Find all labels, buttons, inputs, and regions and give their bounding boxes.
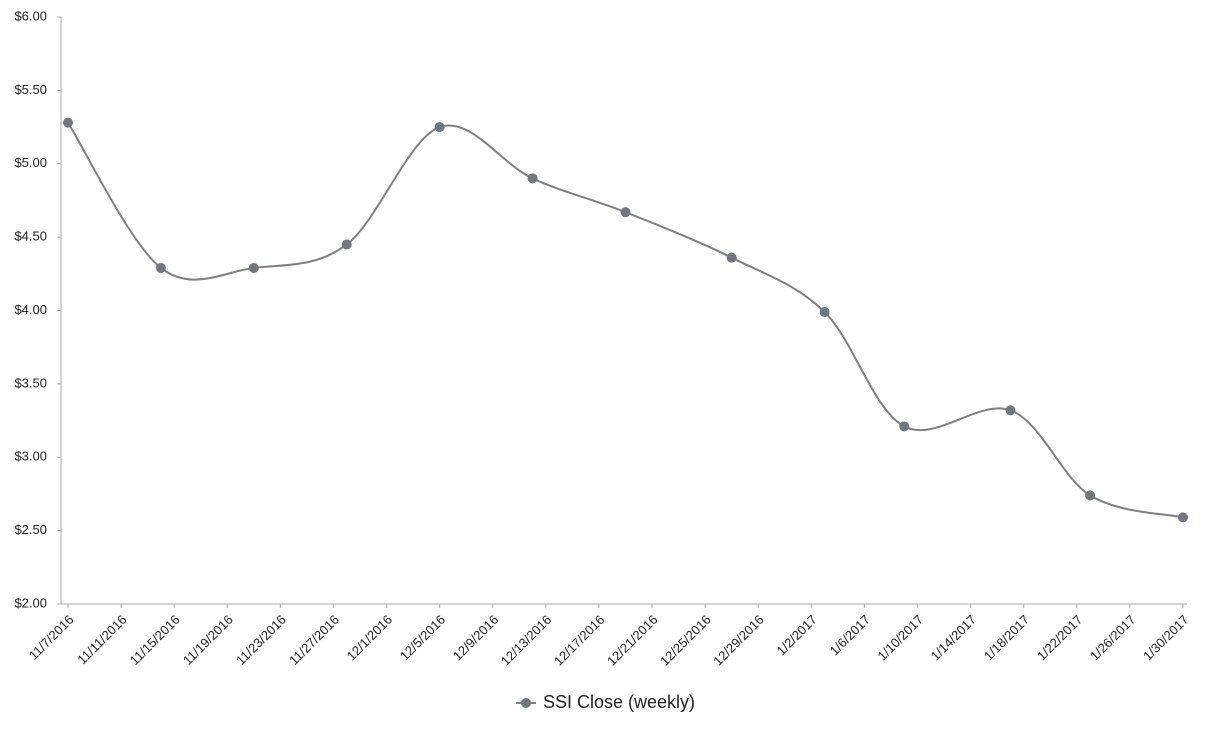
legend-marker bbox=[521, 698, 531, 708]
y-tick-label: $2.50 bbox=[14, 522, 47, 537]
x-tick-label: 11/15/2016 bbox=[127, 612, 183, 668]
x-tick-label: 1/26/2017 bbox=[1087, 612, 1139, 664]
y-tick-label: $6.00 bbox=[14, 8, 47, 23]
y-tick-label: $4.00 bbox=[14, 302, 47, 317]
point bbox=[819, 306, 830, 317]
point bbox=[620, 207, 631, 218]
legend-label: SSI Close (weekly) bbox=[543, 692, 695, 712]
x-tick-label: 12/5/2016 bbox=[397, 612, 449, 664]
point bbox=[1178, 512, 1188, 523]
x-tick-label: 12/1/2016 bbox=[344, 612, 396, 664]
x-tick-label: 1/18/2017 bbox=[981, 612, 1033, 664]
x-tick-label: 12/9/2016 bbox=[450, 612, 502, 664]
y-tick-label: $4.50 bbox=[14, 229, 47, 244]
line-series bbox=[67, 122, 1184, 519]
x-tick-label: 11/11/2016 bbox=[74, 612, 129, 667]
point bbox=[1005, 405, 1016, 416]
x-tick-label: 12/13/2016 bbox=[498, 612, 555, 669]
x-tick-label: 1/10/2017 bbox=[875, 612, 927, 664]
x-tick-label: 1/22/2017 bbox=[1034, 612, 1086, 664]
x-tick-label: 1/14/2017 bbox=[928, 612, 980, 664]
point bbox=[248, 262, 259, 273]
y-tick-label: $3.00 bbox=[14, 449, 47, 464]
x-tick-label: 1/2/2017 bbox=[773, 612, 819, 658]
x-tick-label: 11/27/2016 bbox=[286, 612, 342, 668]
point bbox=[899, 421, 910, 432]
point bbox=[341, 239, 352, 250]
y-tick-label: $2.00 bbox=[14, 595, 47, 610]
y-tick-label: $5.50 bbox=[14, 82, 47, 97]
x-tick-label: 1/6/2017 bbox=[827, 612, 873, 658]
x-tick-label: 11/7/2016 bbox=[26, 612, 77, 663]
x-tick-label: 1/30/2017 bbox=[1140, 612, 1192, 664]
point bbox=[155, 262, 166, 273]
y-tick-label: $3.50 bbox=[14, 375, 47, 390]
point bbox=[434, 122, 445, 133]
point bbox=[527, 173, 538, 184]
x-tick-label: 12/17/2016 bbox=[551, 612, 608, 669]
x-tick-label: 11/19/2016 bbox=[180, 612, 236, 668]
point bbox=[726, 252, 737, 263]
y-tick-label: $5.00 bbox=[14, 155, 47, 170]
point bbox=[1085, 490, 1096, 501]
point bbox=[63, 117, 73, 128]
x-tick-label: 12/29/2016 bbox=[710, 612, 767, 669]
x-tick-label: 12/21/2016 bbox=[604, 612, 661, 669]
x-tick-label: 12/25/2016 bbox=[657, 612, 714, 669]
x-tick-label: 11/23/2016 bbox=[233, 612, 289, 668]
